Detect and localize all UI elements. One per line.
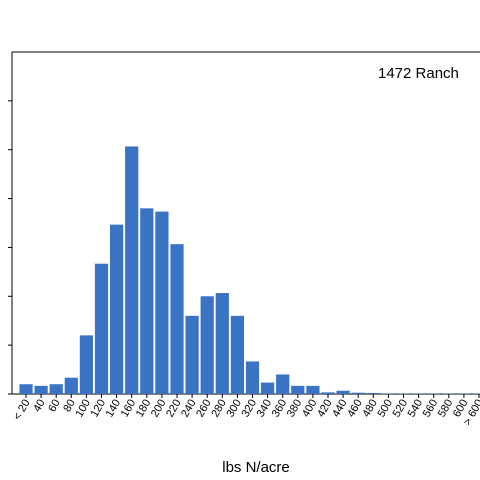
x-tick-label: 440 [330, 398, 350, 420]
x-tick-label: 320 [240, 398, 260, 420]
x-tick-label: 360 [270, 398, 290, 420]
x-tick-label: < 20 [11, 398, 32, 423]
x-tick-label: 240 [179, 398, 199, 420]
histogram-bar [306, 385, 320, 394]
x-tick-label: 180 [134, 398, 154, 420]
histogram-bar [110, 224, 124, 394]
x-tick-label: 220 [164, 398, 184, 420]
histogram-bar [140, 208, 154, 394]
x-tick-label: 160 [119, 398, 139, 420]
histogram-bar [366, 393, 380, 394]
x-tick-label: 500 [375, 398, 395, 420]
histogram-bar [64, 377, 78, 394]
x-tick-label: 400 [300, 398, 320, 420]
histogram-bar [321, 392, 335, 394]
y-ticks [8, 100, 12, 395]
histogram-bar [336, 390, 350, 394]
x-tick-label: 280 [209, 398, 229, 420]
histogram-bar [276, 374, 290, 394]
histogram-bar [125, 146, 139, 394]
x-tick-label: 460 [345, 398, 365, 420]
x-tick-label: 520 [391, 398, 411, 420]
histogram-bar [94, 263, 109, 394]
x-tick-label: 560 [421, 398, 441, 420]
histogram-bar [34, 385, 48, 394]
x-tick-label: 80 [61, 398, 78, 415]
histogram-bar [261, 382, 275, 394]
x-tick-label: 140 [104, 398, 124, 420]
chart-annotation: 1472 Ranch [378, 65, 459, 82]
histogram-bar [170, 244, 184, 394]
x-tick-label: 420 [315, 398, 335, 420]
x-axis-label: lbs N/acre [222, 459, 290, 476]
x-tick-label: 300 [224, 398, 244, 420]
x-tick-label: 40 [31, 398, 48, 415]
x-tick-label: 260 [194, 398, 214, 420]
histogram-bar [49, 384, 63, 394]
histogram-bar [230, 315, 244, 394]
x-tick-label: 480 [360, 398, 380, 420]
x-tick-label: 540 [406, 398, 426, 420]
histogram-bar [291, 385, 305, 394]
histogram-bar [245, 361, 260, 394]
histogram-bar [351, 392, 365, 394]
x-tick-label: 340 [255, 398, 275, 420]
x-tick-label: 120 [89, 398, 109, 420]
histogram-bar [155, 211, 169, 394]
histogram-bar [200, 296, 214, 394]
x-tick-label: 200 [149, 398, 169, 420]
histogram-bar [19, 384, 33, 394]
x-tick-label: 60 [46, 398, 63, 415]
x-tick-label: 100 [73, 398, 93, 420]
x-tick-label: 580 [436, 398, 456, 420]
histogram-bar [79, 335, 93, 394]
histogram-bar [215, 293, 229, 394]
x-tick-labels: < 20406080100120140160180200220240260280… [11, 394, 480, 428]
bars-group [19, 146, 480, 394]
x-tick-label: 380 [285, 398, 305, 420]
histogram-bar [185, 315, 199, 394]
